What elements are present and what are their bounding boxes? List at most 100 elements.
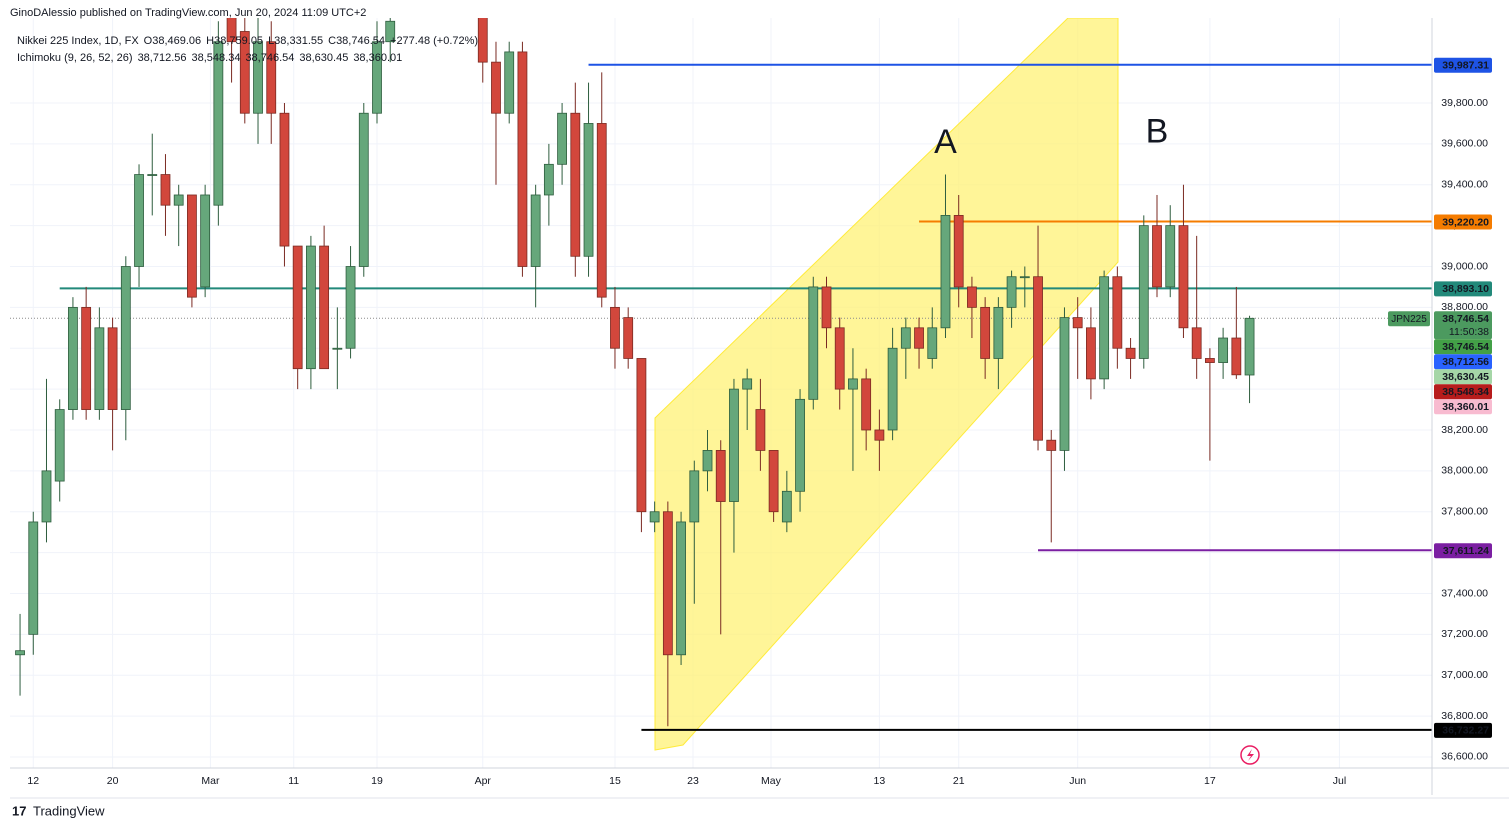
x-tick-label: 12 [27,775,39,787]
candle-body [583,123,594,257]
candle-body [715,450,726,502]
candle-body [729,388,739,502]
price-tag [1434,214,1492,230]
candle-body [134,174,144,267]
candle-body [81,306,92,410]
candle-body [808,286,819,400]
candle-body [702,450,713,472]
price-tag [1434,722,1492,738]
x-tick-label: 23 [687,775,699,787]
legend-text: C38,746.54 [328,35,385,47]
x-tick-label: 17 [1204,775,1216,787]
candle-body [940,215,951,329]
y-tick-label: 38,200.00 [1441,424,1488,436]
candle-body [1178,225,1189,329]
footer-brand: TradingView [33,803,105,818]
y-tick-label: 36,800.00 [1441,710,1488,722]
price-tag [1434,399,1492,415]
price-tag [1434,311,1492,340]
candle-body [874,429,885,441]
candle-body [1244,317,1255,376]
candle-body [28,521,39,635]
candle-body [372,41,382,114]
candle-body [834,327,845,390]
candle-body [239,31,250,114]
y-tick-label: 37,000.00 [1441,669,1488,681]
x-tick-label: Apr [475,775,492,787]
candle-body [1033,276,1043,441]
candle-body [1218,337,1229,363]
candle-body [596,123,607,298]
legend-text: 38,712.56 [138,52,187,64]
y-tick-label: 39,000.00 [1441,260,1488,272]
price-tag [1434,369,1492,385]
annotation: B [1146,113,1169,151]
y-tick-label: 38,000.00 [1441,465,1488,477]
candle-body [226,18,237,43]
legend-text: H38,759.05 [206,35,263,47]
x-tick-label: Jun [1069,775,1086,787]
candle-body [781,490,792,523]
legend-text: L38,331.55 [268,35,323,47]
publisher: GinoDAlessio published on TradingView.co… [10,7,366,19]
price-tag-label: 39,220.20 [1442,216,1489,228]
candle-body [610,306,620,349]
candle-body [900,327,911,349]
candle-body [54,409,65,482]
candle-body [848,378,858,390]
symbol-tag-label: JPN225 [1391,314,1427,325]
logo-mark: 17 [12,803,26,818]
candle-body [266,41,277,114]
candle-body [755,409,766,451]
x-tick-label: 21 [953,775,965,787]
candle-body [557,112,567,165]
price-tag-label: 38,548.34 [1442,386,1489,398]
candle-body [1231,337,1242,376]
y-tick-label: 37,400.00 [1441,587,1488,599]
candle-body [821,286,832,329]
candle-body [120,266,131,410]
x-tick-label: 11 [288,775,299,787]
candle-body [689,470,700,523]
x-tick-label: 19 [371,775,383,787]
candle-body [795,398,805,492]
legend-text: O38,469.06 [144,35,202,47]
candle-body [742,378,753,390]
alert-icon [1240,745,1260,765]
candle-body [345,266,356,349]
candle-body [477,18,488,63]
candle-body [993,306,1004,359]
legend-text: 38,630.45 [299,52,348,64]
y-tick-label: 39,600.00 [1441,138,1488,150]
legend-text: 38,746.54 [245,52,294,64]
x-tick-label: 15 [609,775,621,787]
price-tag [1434,543,1492,559]
price-tag-label: 38,893.10 [1442,283,1489,295]
candle-body [213,41,224,206]
candle-body [332,347,343,350]
legend-text: 38,360.01 [353,52,402,64]
x-tick-label: Jul [1333,775,1346,787]
channel [654,18,1119,751]
candle-body [980,306,991,359]
legend-text: +277.48 (+0.72%) [390,35,478,47]
candle-body [319,245,330,370]
price-tag [1434,281,1492,297]
candle-body [358,112,369,267]
candle-body [861,378,872,431]
price-tag-label: 38,746.54 [1442,313,1489,325]
price-tag-label: 38,712.56 [1442,356,1489,368]
y-tick-label: 37,800.00 [1441,506,1488,518]
candle-body [623,317,634,359]
candle-body [1138,225,1149,359]
candle-body [1072,317,1083,329]
candle-body [504,51,515,114]
candle-body [1086,327,1096,380]
price-tag-label: 38,360.01 [1442,401,1489,413]
x-tick-label: May [761,775,782,787]
candle-body [636,358,647,513]
candle-body [107,327,118,410]
price-tag [1434,57,1492,73]
price-tag-label: 36,732.27 [1442,725,1489,737]
